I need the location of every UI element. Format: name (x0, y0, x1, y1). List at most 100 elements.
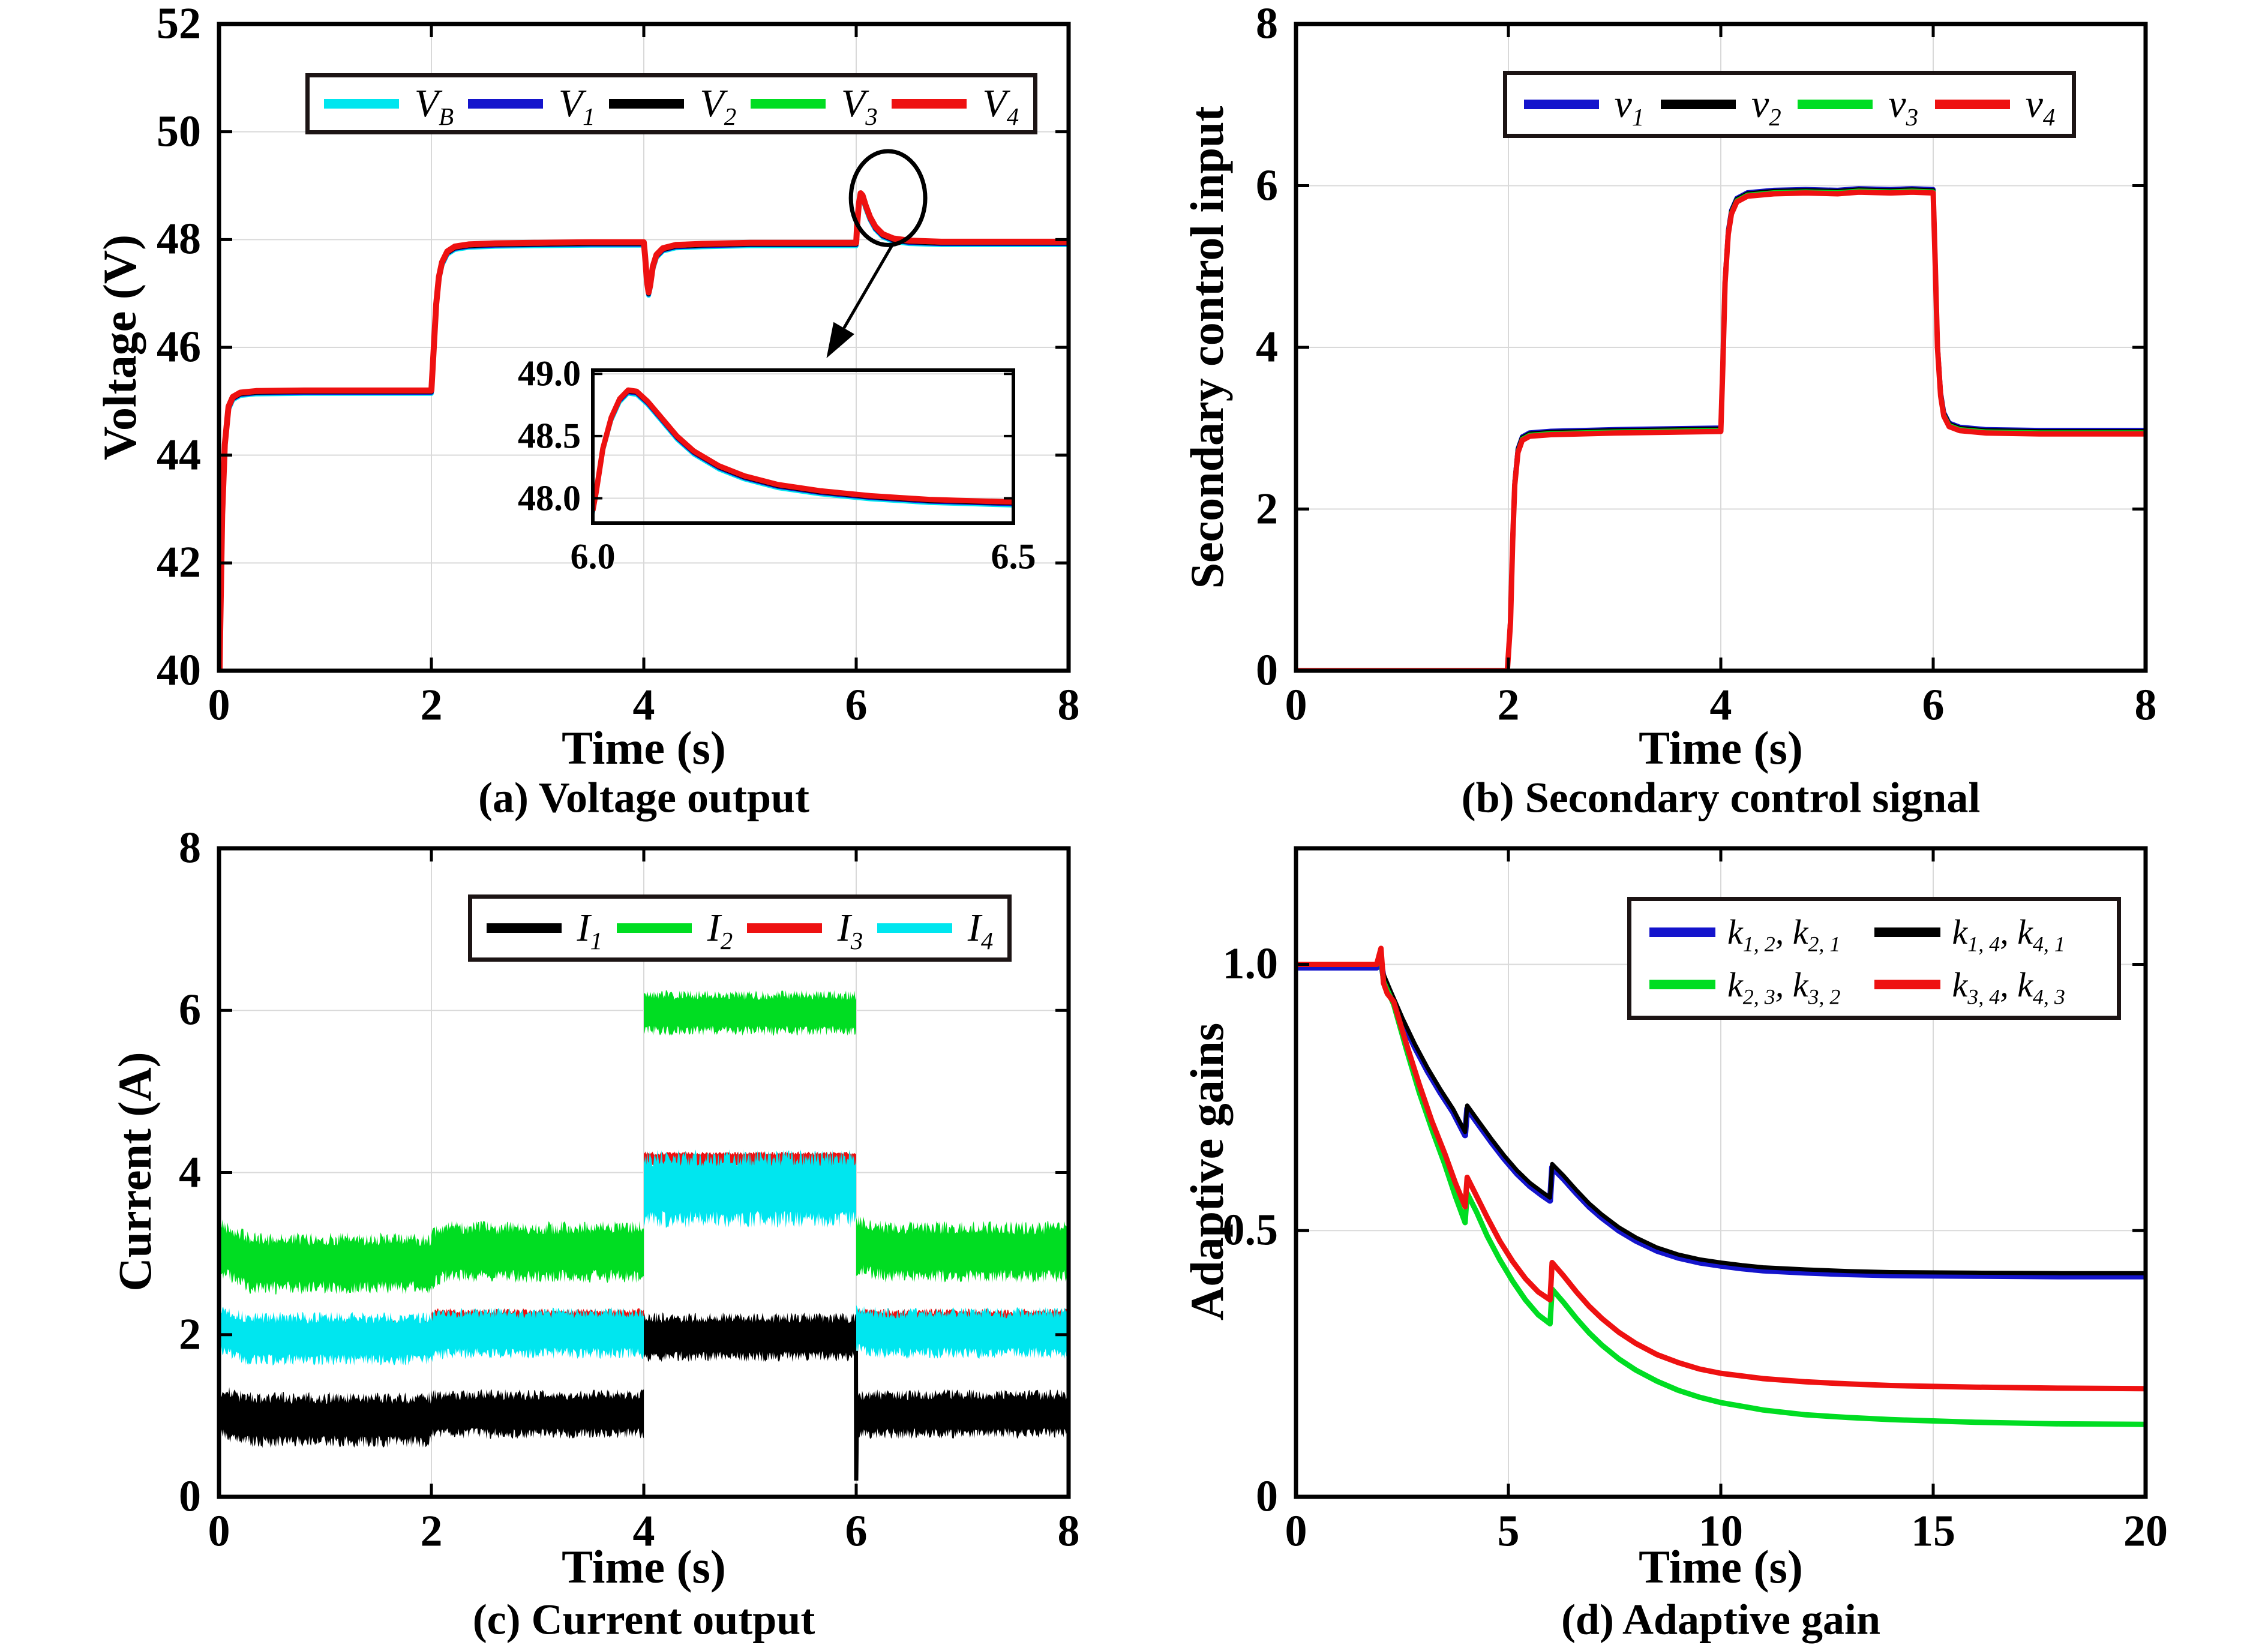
x-tick-label-d: 10 (1699, 1506, 1743, 1556)
inset-x-tick-label: 6.5 (991, 536, 1036, 577)
legend-entry-d-3: k3, 4, k4, 3 (1874, 965, 2065, 1007)
x-axis-label-b: Time (s) (1639, 722, 1803, 774)
legend-label: v3 (1888, 82, 1919, 131)
legend-line-swatch (1874, 980, 1940, 990)
x-tick-label-c: 2 (420, 1506, 443, 1556)
x-tick-label-c: 4 (632, 1506, 655, 1556)
y-tick-label-b: 4 (1256, 322, 1278, 372)
legend-voltage: VB V1 V2 V3 V4 (305, 73, 1037, 134)
y-tick-label-b: 8 (1256, 0, 1278, 49)
legend-entry-d-1: k1, 4, k4, 1 (1874, 912, 2065, 956)
x-tick-label-c: 8 (1057, 1506, 1080, 1556)
legend-entry-a-1: V1 (467, 81, 595, 131)
x-tick-label-d: 0 (1285, 1506, 1307, 1556)
y-tick-label-c: 0 (179, 1472, 201, 1521)
y-tick-label-a: 42 (157, 538, 201, 587)
series-I_1 transient (854, 1350, 859, 1481)
x-tick-label-a: 4 (632, 680, 655, 730)
y-tick-label-d: 1.0 (1222, 939, 1279, 989)
zoom-arrow-head (826, 322, 854, 358)
legend-line-swatch (467, 99, 543, 109)
caption-d: (d) Adaptive gain (1561, 1595, 1881, 1644)
inset-y-tick-label: 48.0 (518, 478, 581, 518)
x-tick-label-a: 2 (420, 680, 443, 730)
y-tick-label-b: 2 (1256, 484, 1278, 533)
legend-adaptive-gains: k1, 2, k2, 1 k1, 4, k4, 1 k2, 3, k3, 2 k3, … (1627, 897, 2121, 1020)
legend-entry-c-2: I3 (746, 905, 863, 955)
legend-label: I2 (707, 906, 733, 955)
legend-entry-a-4: V4 (892, 81, 1019, 131)
legend-line-swatch (1798, 100, 1873, 109)
inset-y-tick-label: 48.5 (518, 416, 581, 456)
y-tick-label-a: 50 (157, 107, 201, 157)
legend-label: I3 (837, 906, 863, 955)
legend-label: v1 (1614, 82, 1645, 131)
legend-entry-b-3: v4 (1934, 82, 2056, 131)
y-tick-label-a: 40 (157, 646, 201, 695)
x-tick-label-a: 8 (1057, 680, 1080, 730)
legend-line-swatch (1649, 980, 1715, 990)
legend-entry-a-3: V3 (750, 81, 878, 131)
y-tick-label-c: 4 (179, 1148, 201, 1197)
x-tick-label-a: 6 (845, 680, 868, 730)
legend-line-swatch (609, 99, 685, 109)
legend-entry-c-3: I4 (877, 905, 994, 955)
legend-label: k1, 4, k4, 1 (1952, 912, 2065, 956)
series-k_{1,4}, k_{4,1} (1296, 956, 2146, 1275)
y-tick-label-b: 0 (1256, 646, 1278, 695)
inset-y-tick-label: 49.0 (518, 353, 581, 394)
noisy-band-I_2 (219, 990, 1069, 1295)
x-tick-label-b: 8 (2134, 680, 2157, 730)
series-k_{3,4}, k_{4,3} (1296, 945, 2146, 1392)
y-axis-label-c: Current (A) (109, 1052, 161, 1292)
x-tick-label-c: 6 (845, 1506, 868, 1556)
legend-label: k2, 3, k3, 2 (1727, 965, 1841, 1009)
x-axis-label-c: Time (s) (562, 1541, 726, 1593)
y-axis-label-b: Secondary control input (1181, 106, 1233, 589)
legend-entry-a-2: V2 (609, 81, 737, 131)
legend-secondary-control: v1 v2 v3 v4 (1503, 71, 2076, 138)
series-v_4 (1296, 189, 2146, 671)
legend-entry-d-0: k1, 2, k2, 1 (1649, 912, 1840, 955)
x-axis-label-d: Time (s) (1639, 1541, 1803, 1593)
inset-x-tick-label: 6.0 (570, 536, 616, 577)
x-tick-label-b: 0 (1285, 680, 1307, 730)
y-tick-label-d: 0 (1256, 1472, 1278, 1521)
inset-border (591, 368, 1015, 525)
y-tick-label-c: 8 (179, 823, 201, 873)
legend-label: V1 (558, 82, 595, 131)
legend-line-swatch (892, 99, 967, 109)
legend-entry-c-0: I1 (486, 905, 602, 953)
y-tick-label-c: 6 (179, 985, 201, 1035)
legend-label: v2 (1751, 82, 1781, 131)
legend-current: I1 I2 I3 I4 (468, 894, 1012, 962)
y-tick-label-b: 6 (1256, 161, 1278, 210)
legend-label: V4 (982, 82, 1019, 131)
x-tick-label-a: 0 (208, 680, 230, 730)
x-tick-label-c: 0 (208, 1506, 230, 1556)
legend-entry-d-2: k2, 3, k3, 2 (1649, 965, 1841, 1009)
legend-label: VB (414, 82, 454, 131)
legend-line-swatch (486, 923, 562, 933)
y-axis-label-a: Voltage (V) (94, 234, 146, 461)
legend-line-swatch (1660, 100, 1736, 109)
legend-line-swatch (616, 923, 692, 933)
y-axis-label-d: Adaptive gains (1181, 1022, 1233, 1321)
y-tick-label-a: 52 (157, 0, 201, 49)
zoom-arrow-line (842, 244, 894, 329)
legend-line-swatch (1874, 927, 1940, 937)
legend-label: v4 (2025, 82, 2056, 131)
legend-line-swatch (877, 923, 952, 933)
series-V_4 (219, 190, 1069, 671)
y-tick-label-c: 2 (179, 1310, 201, 1359)
legend-line-swatch (323, 99, 399, 109)
legend-label: I4 (967, 906, 994, 955)
legend-entry-a-0: VB (323, 81, 454, 131)
caption-b: (b) Secondary control signal (1461, 773, 1981, 822)
y-tick-label-a: 44 (157, 430, 201, 480)
legend-line-swatch (750, 99, 826, 109)
legend-label: V3 (841, 82, 878, 131)
legend-label: V2 (700, 82, 737, 131)
